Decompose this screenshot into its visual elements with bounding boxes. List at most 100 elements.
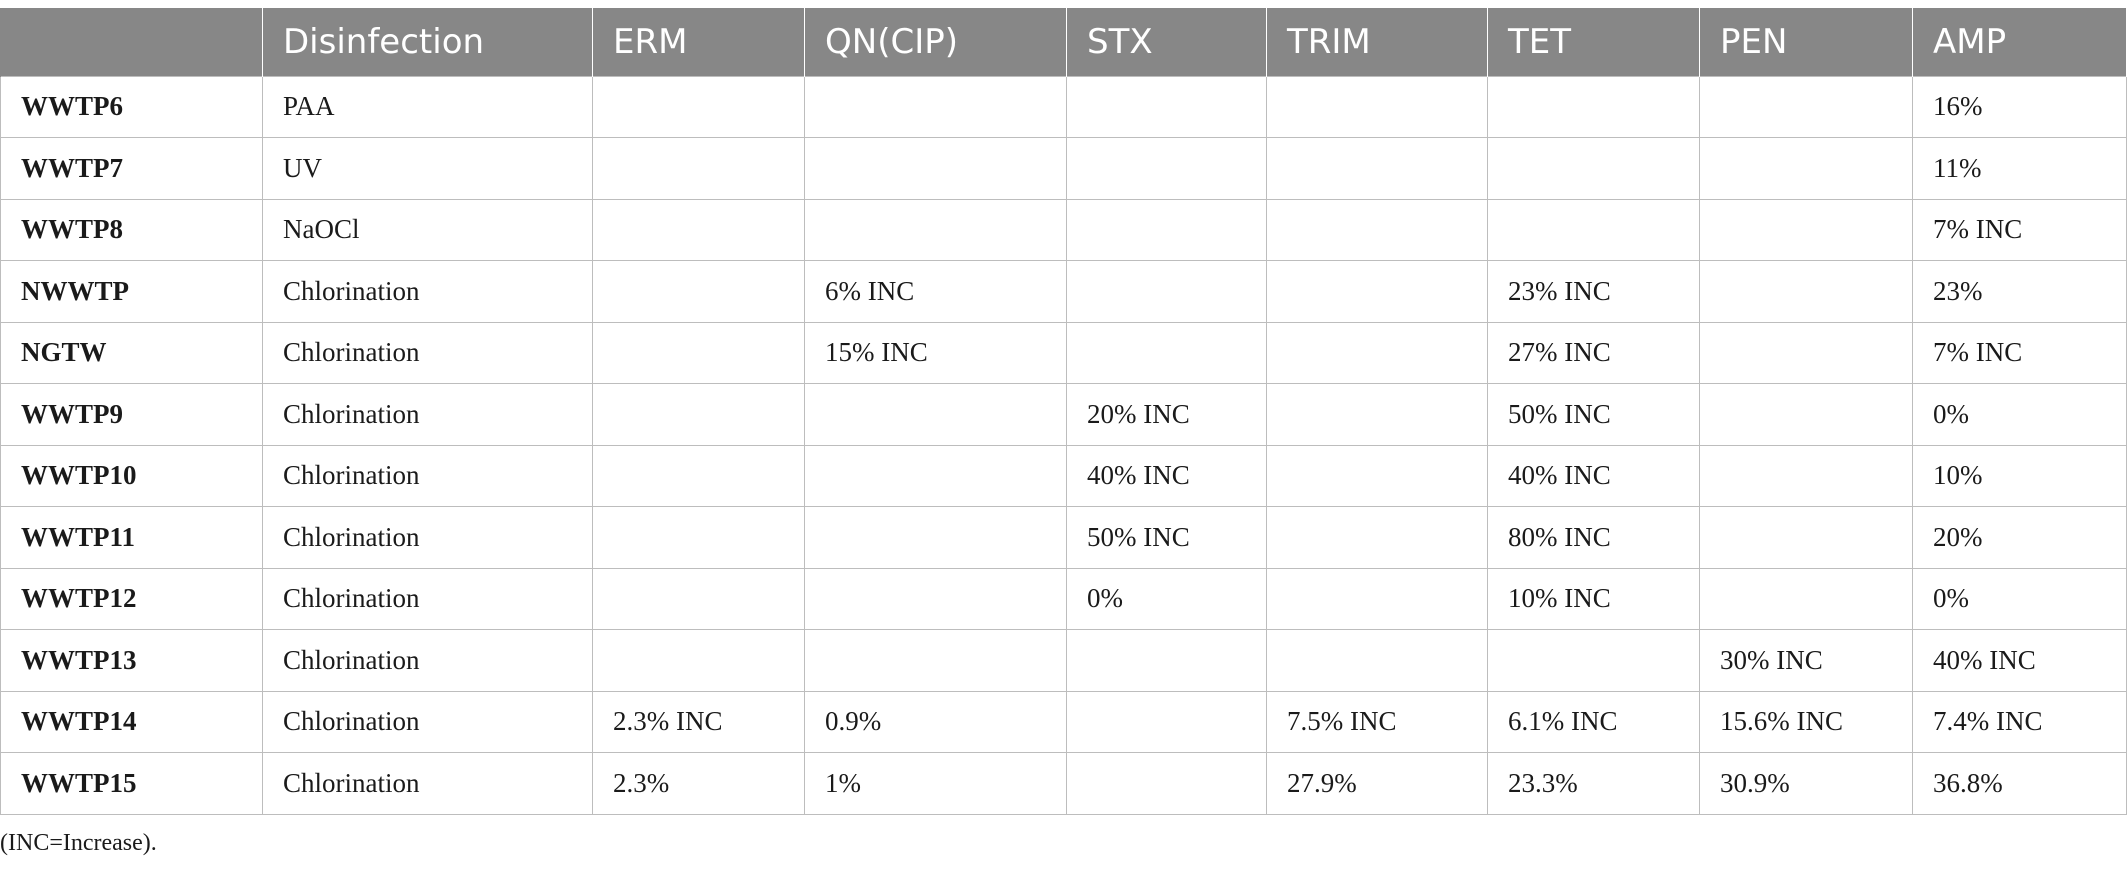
table-cell: 0%: [1912, 383, 2127, 446]
header-cell-5: TRIM: [1266, 8, 1488, 76]
table-cell: [1066, 752, 1267, 815]
table-cell: PAA: [262, 75, 593, 138]
table-cell: [1487, 629, 1700, 692]
table-cell: [1066, 690, 1267, 753]
table-cell: [1699, 198, 1913, 261]
table-row: WWTP12 Chlorination 0% 10% INC 0%: [0, 567, 2127, 630]
table-row: WWTP10 Chlorination 40% INC 40% INC 10%: [0, 444, 2127, 507]
table-cell: UV: [262, 137, 593, 200]
table-cell: NaOCl: [262, 198, 593, 261]
table-cell: 7.4% INC: [1912, 690, 2127, 753]
table-cell: 40% INC: [1912, 629, 2127, 692]
table-cell: 1%: [804, 752, 1067, 815]
table-cell: [1699, 567, 1913, 630]
table-cell: [1066, 321, 1267, 384]
table-cell: [1266, 444, 1488, 507]
table-cell: 6% INC: [804, 260, 1067, 323]
table-cell: 16%: [1912, 75, 2127, 138]
table-cell: [1699, 383, 1913, 446]
table-cell: [1699, 321, 1913, 384]
results-table-container: Disinfection ERM QN(CIP) STX TRIM TET PEN AMP W…: [0, 8, 2127, 815]
table-cell: [1699, 506, 1913, 569]
row-header-cell: WWTP15: [0, 752, 263, 815]
table-cell: [804, 75, 1067, 138]
table-cell: [1487, 75, 1700, 138]
table-row: WWTP8 NaOCl 7% INC: [0, 198, 2127, 261]
table-cell: 10%: [1912, 444, 2127, 507]
table-cell: [1266, 260, 1488, 323]
table-cell: [1266, 629, 1488, 692]
table-cell: [804, 383, 1067, 446]
row-header-cell: WWTP8: [0, 198, 263, 261]
table-cell: 23%: [1912, 260, 2127, 323]
table-cell: [1487, 137, 1700, 200]
table-cell: 0%: [1912, 567, 2127, 630]
table-row: NGTW Chlorination 15% INC 27% INC 7% INC: [0, 321, 2127, 384]
header-cell-2: ERM: [592, 8, 805, 76]
table-cell: Chlorination: [262, 506, 593, 569]
row-header-cell: WWTP7: [0, 137, 263, 200]
table-cell: [592, 383, 805, 446]
table-cell: Chlorination: [262, 752, 593, 815]
table-cell: [1066, 137, 1267, 200]
table-cell: [592, 444, 805, 507]
table-cell: 27% INC: [1487, 321, 1700, 384]
table-cell: 10% INC: [1487, 567, 1700, 630]
table-cell: [1699, 444, 1913, 507]
table-cell: 27.9%: [1266, 752, 1488, 815]
table-cell: 30% INC: [1699, 629, 1913, 692]
table-cell: Chlorination: [262, 321, 593, 384]
table-cell: [592, 198, 805, 261]
table-cell: [804, 629, 1067, 692]
table-cell: 6.1% INC: [1487, 690, 1700, 753]
table-cell: 50% INC: [1066, 506, 1267, 569]
table-cell: 36.8%: [1912, 752, 2127, 815]
table-cell: [1266, 383, 1488, 446]
row-header-cell: WWTP9: [0, 383, 263, 446]
table-cell: 0.9%: [804, 690, 1067, 753]
header-cell-1: Disinfection: [262, 8, 593, 76]
header-cell-8: AMP: [1912, 8, 2127, 76]
row-header-cell: NWWTP: [0, 260, 263, 323]
table-cell: [804, 567, 1067, 630]
table-cell: [1266, 506, 1488, 569]
table-row: NWWTP Chlorination 6% INC 23% INC 23%: [0, 260, 2127, 323]
row-header-cell: WWTP12: [0, 567, 263, 630]
table-cell: Chlorination: [262, 260, 593, 323]
table-cell: [1266, 137, 1488, 200]
table-row: WWTP13 Chlorination 30% INC 40% INC: [0, 629, 2127, 692]
table-cell: [1266, 321, 1488, 384]
row-header-cell: NGTW: [0, 321, 263, 384]
table-cell: [592, 75, 805, 138]
table-row: WWTP15 Chlorination 2.3% 1% 27.9% 23.3% 30.9% 3…: [0, 752, 2127, 815]
table-cell: 30.9%: [1699, 752, 1913, 815]
table-cell: 15.6% INC: [1699, 690, 1913, 753]
table-cell: [1066, 75, 1267, 138]
table-cell: 23.3%: [1487, 752, 1700, 815]
table-cell: Chlorination: [262, 444, 593, 507]
table-cell: 23% INC: [1487, 260, 1700, 323]
table-row: WWTP14 Chlorination 2.3% INC 0.9% 7.5% INC 6.…: [0, 690, 2127, 753]
table-cell: [1699, 75, 1913, 138]
table-cell: [592, 629, 805, 692]
table-cell: 7.5% INC: [1266, 690, 1488, 753]
table-cell: 15% INC: [804, 321, 1067, 384]
table-cell: [1066, 198, 1267, 261]
table-row: WWTP6 PAA 16%: [0, 75, 2127, 138]
table-cell: [1066, 629, 1267, 692]
row-header-cell: WWTP14: [0, 690, 263, 753]
table-cell: 7% INC: [1912, 321, 2127, 384]
table-cell: [804, 137, 1067, 200]
table-cell: 2.3% INC: [592, 690, 805, 753]
table-cell: 0%: [1066, 567, 1267, 630]
table-header: Disinfection ERM QN(CIP) STX TRIM TET PEN AMP: [0, 8, 2127, 76]
table-cell: 2.3%: [592, 752, 805, 815]
header-cell-7: PEN: [1699, 8, 1913, 76]
row-header-cell: WWTP10: [0, 444, 263, 507]
table-cell: [592, 321, 805, 384]
table-cell: 20%: [1912, 506, 2127, 569]
header-row: Disinfection ERM QN(CIP) STX TRIM TET PEN AMP: [0, 8, 2127, 76]
row-header-cell: WWTP11: [0, 506, 263, 569]
table-row: WWTP9 Chlorination 20% INC 50% INC 0%: [0, 383, 2127, 446]
table-cell: [804, 444, 1067, 507]
